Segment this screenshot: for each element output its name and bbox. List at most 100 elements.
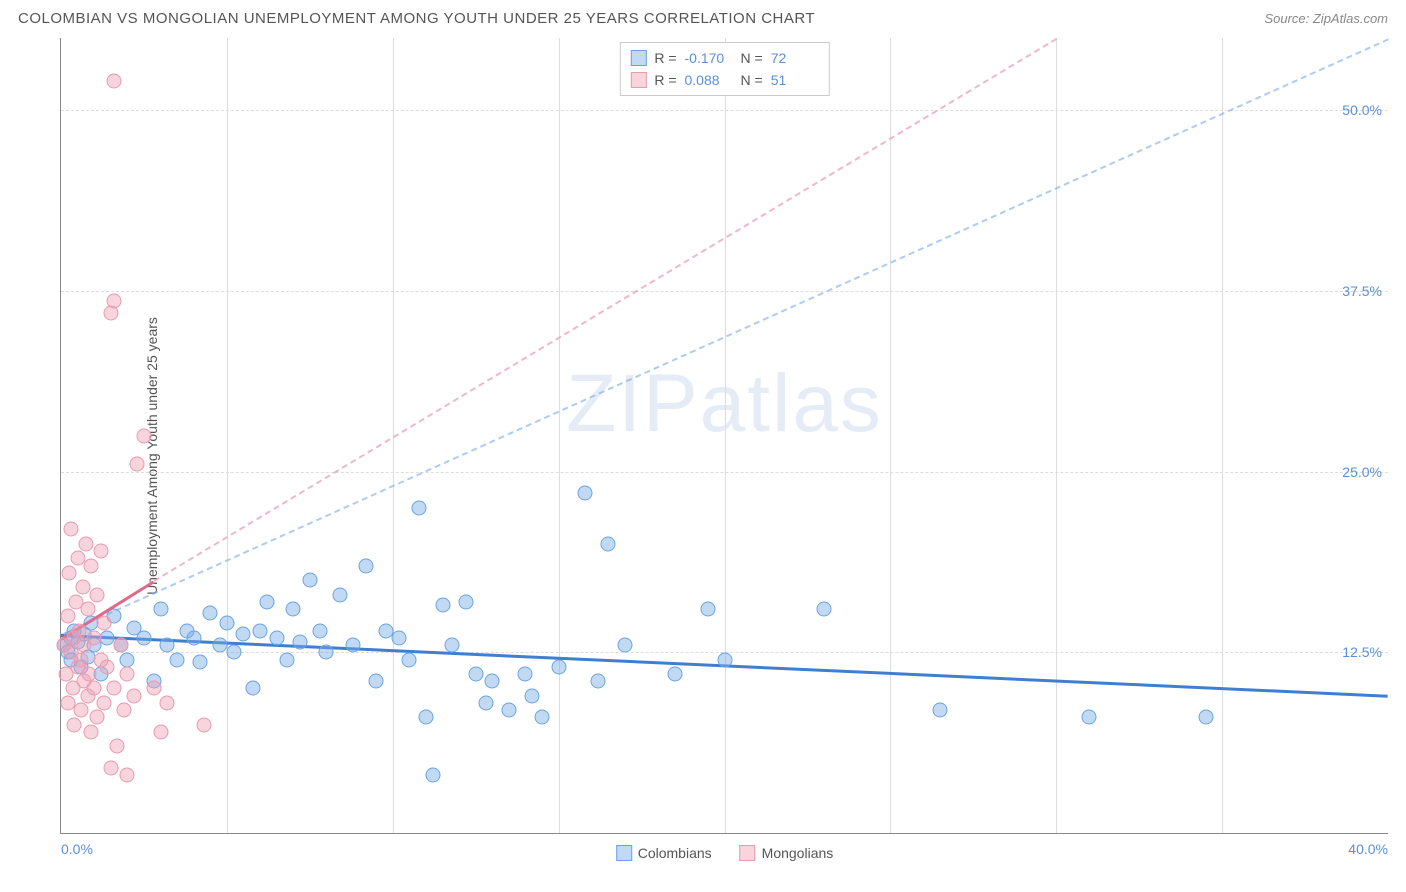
data-point-mongolians bbox=[117, 703, 132, 718]
data-point-mongolians bbox=[90, 587, 105, 602]
data-point-colombians bbox=[269, 630, 284, 645]
data-point-colombians bbox=[226, 645, 241, 660]
stat-r-label: R = bbox=[654, 47, 676, 69]
data-point-colombians bbox=[478, 695, 493, 710]
gridline-vertical bbox=[1056, 38, 1057, 833]
stats-row-mongolians: R =0.088N =51 bbox=[630, 69, 818, 91]
data-point-mongolians bbox=[82, 667, 97, 682]
gridline-vertical bbox=[227, 38, 228, 833]
data-point-mongolians bbox=[107, 74, 122, 89]
data-point-colombians bbox=[535, 710, 550, 725]
data-point-colombians bbox=[153, 601, 168, 616]
chart-title: COLOMBIAN VS MONGOLIAN UNEMPLOYMENT AMON… bbox=[18, 10, 815, 27]
data-point-colombians bbox=[345, 638, 360, 653]
data-point-colombians bbox=[591, 674, 606, 689]
data-point-colombians bbox=[392, 630, 407, 645]
data-point-mongolians bbox=[100, 659, 115, 674]
stat-r-value: -0.170 bbox=[685, 47, 733, 69]
data-point-mongolians bbox=[83, 558, 98, 573]
data-point-colombians bbox=[412, 500, 427, 515]
data-point-colombians bbox=[246, 681, 261, 696]
legend: Colombians Mongolians bbox=[616, 845, 834, 861]
data-point-mongolians bbox=[196, 717, 211, 732]
data-point-colombians bbox=[458, 594, 473, 609]
chart-header: COLOMBIAN VS MONGOLIAN UNEMPLOYMENT AMON… bbox=[0, 0, 1406, 33]
data-point-colombians bbox=[369, 674, 384, 689]
data-point-mongolians bbox=[93, 544, 108, 559]
data-point-mongolians bbox=[73, 703, 88, 718]
data-point-colombians bbox=[518, 667, 533, 682]
legend-swatch-mongolians bbox=[630, 72, 646, 88]
data-point-colombians bbox=[501, 703, 516, 718]
data-point-colombians bbox=[186, 630, 201, 645]
y-tick-label: 37.5% bbox=[1342, 283, 1382, 299]
data-point-colombians bbox=[170, 652, 185, 667]
y-tick-label: 12.5% bbox=[1342, 644, 1382, 660]
stat-n-label: N = bbox=[741, 69, 763, 91]
legend-swatch-mongolians bbox=[740, 845, 756, 861]
data-point-colombians bbox=[203, 606, 218, 621]
gridline-vertical bbox=[890, 38, 891, 833]
trend-line-mongolians-dashed bbox=[153, 38, 1056, 582]
stat-r-label: R = bbox=[654, 69, 676, 91]
data-point-mongolians bbox=[90, 710, 105, 725]
data-point-mongolians bbox=[97, 695, 112, 710]
data-point-colombians bbox=[717, 652, 732, 667]
data-point-mongolians bbox=[130, 457, 145, 472]
data-point-mongolians bbox=[110, 739, 125, 754]
data-point-colombians bbox=[319, 645, 334, 660]
data-point-mongolians bbox=[67, 717, 82, 732]
data-point-mongolians bbox=[113, 638, 128, 653]
legend-swatch-colombians bbox=[616, 845, 632, 861]
data-point-colombians bbox=[551, 659, 566, 674]
data-point-mongolians bbox=[120, 768, 135, 783]
legend-item-colombians: Colombians bbox=[616, 845, 712, 861]
data-point-colombians bbox=[286, 601, 301, 616]
data-point-colombians bbox=[425, 768, 440, 783]
chart-source: Source: ZipAtlas.com bbox=[1264, 11, 1388, 26]
data-point-colombians bbox=[219, 616, 234, 631]
data-point-mongolians bbox=[103, 760, 118, 775]
data-point-mongolians bbox=[73, 652, 88, 667]
legend-item-mongolians: Mongolians bbox=[740, 845, 834, 861]
data-point-colombians bbox=[667, 667, 682, 682]
legend-label: Colombians bbox=[638, 845, 712, 861]
data-point-colombians bbox=[933, 703, 948, 718]
data-point-mongolians bbox=[87, 630, 102, 645]
data-point-mongolians bbox=[97, 616, 112, 631]
data-point-colombians bbox=[485, 674, 500, 689]
data-point-mongolians bbox=[126, 688, 141, 703]
data-point-colombians bbox=[312, 623, 327, 638]
data-point-mongolians bbox=[153, 724, 168, 739]
data-point-colombians bbox=[120, 652, 135, 667]
data-point-mongolians bbox=[160, 695, 175, 710]
legend-swatch-colombians bbox=[630, 50, 646, 66]
legend-label: Mongolians bbox=[762, 845, 834, 861]
data-point-mongolians bbox=[83, 724, 98, 739]
data-point-mongolians bbox=[75, 580, 90, 595]
x-tick-label: 0.0% bbox=[61, 841, 93, 857]
data-point-colombians bbox=[259, 594, 274, 609]
data-point-colombians bbox=[435, 597, 450, 612]
data-point-mongolians bbox=[107, 294, 122, 309]
data-point-mongolians bbox=[146, 681, 161, 696]
data-point-mongolians bbox=[120, 667, 135, 682]
gridline-vertical bbox=[559, 38, 560, 833]
gridline-vertical bbox=[1222, 38, 1223, 833]
stat-n-label: N = bbox=[741, 47, 763, 69]
data-point-colombians bbox=[359, 558, 374, 573]
data-point-colombians bbox=[332, 587, 347, 602]
data-point-colombians bbox=[302, 573, 317, 588]
data-point-mongolians bbox=[63, 522, 78, 537]
data-point-mongolians bbox=[72, 623, 87, 638]
data-point-mongolians bbox=[60, 609, 75, 624]
data-point-colombians bbox=[817, 601, 832, 616]
stats-box: R =-0.170N =72R =0.088N =51 bbox=[619, 42, 829, 96]
data-point-colombians bbox=[402, 652, 417, 667]
data-point-mongolians bbox=[62, 565, 77, 580]
data-point-colombians bbox=[1082, 710, 1097, 725]
data-point-colombians bbox=[236, 626, 251, 641]
data-point-colombians bbox=[700, 601, 715, 616]
data-point-mongolians bbox=[78, 536, 93, 551]
data-point-colombians bbox=[445, 638, 460, 653]
